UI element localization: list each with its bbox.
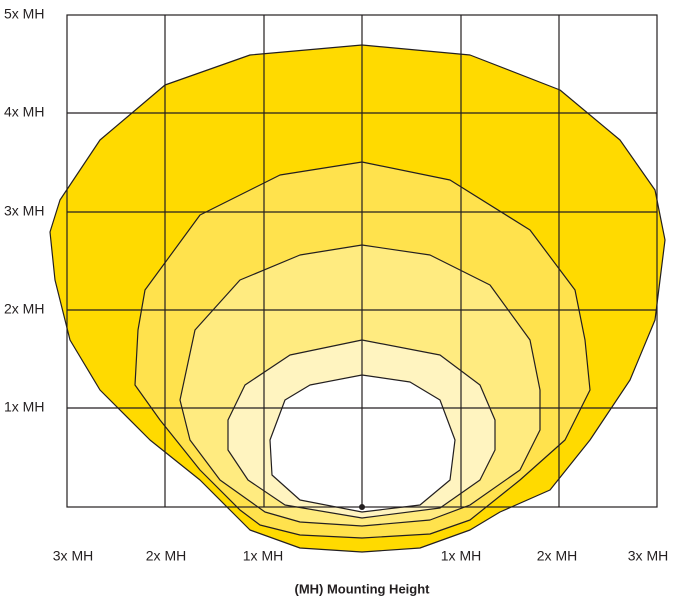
y-label: 3x MH bbox=[4, 203, 44, 219]
contours bbox=[49, 44, 666, 553]
x-label: 2x MH bbox=[537, 548, 577, 564]
y-label: 2x MH bbox=[4, 301, 44, 317]
y-label: 5x MH bbox=[4, 6, 44, 22]
x-label: 3x MH bbox=[628, 548, 668, 564]
grid bbox=[66, 14, 658, 510]
fixture-point bbox=[359, 504, 365, 510]
x-label: 1x MH bbox=[441, 548, 481, 564]
x-label: 3x MH bbox=[53, 548, 93, 564]
y-label: 1x MH bbox=[4, 399, 44, 415]
x-label: 1x MH bbox=[243, 548, 283, 564]
axis-title: (MH) Mounting Height bbox=[294, 581, 430, 596]
x-label: 2x MH bbox=[146, 548, 186, 564]
y-label: 4x MH bbox=[4, 104, 44, 120]
